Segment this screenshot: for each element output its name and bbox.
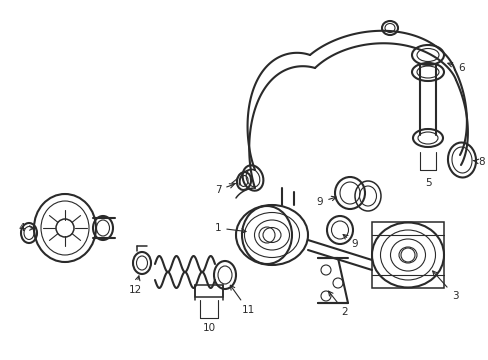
Bar bbox=[195, 285, 223, 297]
Text: 9: 9 bbox=[343, 234, 358, 249]
Text: 1: 1 bbox=[214, 223, 245, 233]
Text: 12: 12 bbox=[128, 276, 142, 295]
Text: 6: 6 bbox=[447, 63, 465, 73]
Text: 7: 7 bbox=[214, 184, 234, 195]
Text: 8: 8 bbox=[472, 157, 484, 167]
Text: 3: 3 bbox=[432, 271, 457, 301]
Text: 2: 2 bbox=[328, 291, 347, 317]
Text: 4: 4 bbox=[19, 223, 34, 233]
Text: 5: 5 bbox=[424, 178, 430, 188]
Text: 11: 11 bbox=[230, 285, 254, 315]
Bar bbox=[371, 222, 443, 288]
Text: 10: 10 bbox=[202, 323, 215, 333]
Text: 9: 9 bbox=[316, 196, 335, 207]
